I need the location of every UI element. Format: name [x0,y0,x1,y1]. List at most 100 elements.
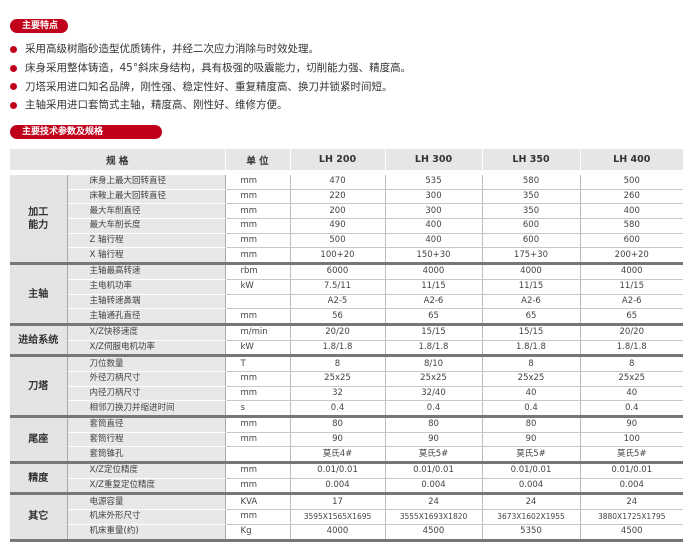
param-unit: mm [225,171,291,190]
param-value: 8 [290,354,386,372]
param-value: 4000 [290,524,386,542]
param-value: 8/10 [385,354,483,372]
param-name: 套筒行程 [67,432,226,448]
param-value: 200 [290,203,386,220]
param-unit: mm [225,233,291,249]
param-value: 20/20 [580,322,683,341]
param-value: 80 [290,415,386,433]
param-value: 535 [385,171,483,190]
group-label: 其它 [10,492,68,542]
param-unit [225,446,291,464]
param-unit: KVA [225,492,291,511]
specs-title: 主要技术参数及规格 [10,125,162,139]
table-row: 主电机功率 kW 7.5/11 11/15 11/15 11/15 [10,279,683,295]
param-name: 内径刀柄尺寸 [67,386,226,402]
param-value: 90 [290,432,386,448]
table-row: 精度 X/Z定位精度 mm 0.01/0.01 0.01/0.01 0.01/0.01 0.… [10,461,683,494]
param-value: 80 [385,415,483,433]
param-name: 最大车削长度 [67,218,226,234]
header-model: LH 200 [290,149,386,175]
table-row: 最大车削长度 mm 490 400 600 580 [10,218,683,234]
param-value: 470 [290,171,386,190]
param-value: A2-6 [580,294,683,310]
param-value: 400 [580,203,683,220]
param-value: 20/20 [290,322,386,341]
param-value: 0.4 [385,400,483,417]
param-name: 主轴通孔直径 [67,308,226,325]
param-name: 主轴最高转速 [67,262,226,280]
param-value: 100 [580,432,683,448]
param-unit: kW [225,279,291,295]
param-name: 外径刀柄尺寸 [67,371,226,387]
param-value: 600 [482,233,581,249]
param-value: 400 [385,218,483,234]
param-value: 100+20 [290,247,386,265]
param-value: 15/15 [482,322,581,341]
table-row: 套筒行程 mm 90 90 90 100 [10,432,683,448]
param-value: 3880X1725X1795 [580,509,683,525]
param-unit [225,294,291,310]
param-value: 260 [580,189,683,205]
param-value: 莫氏5# [482,446,581,464]
param-value: 56 [290,308,386,325]
table-row: 床鞍上最大回转直径 mm 220 300 350 260 [10,189,683,205]
spec-table: 规 格 单 位 LH 200 LH 300 LH 350 LH 400 加工 能… [10,149,683,542]
param-name: 电源容量 [67,492,226,511]
param-name: X/Z重复定位精度 [67,478,226,495]
param-value: 90 [385,432,483,448]
feature-item: 刀塔采用进口知名品牌，刚性强、稳定性好、重复精度高、换刀并锁紧时间短。 [10,77,411,96]
param-value: 4500 [580,524,683,542]
param-value: 11/15 [482,279,581,295]
feature-list: 采用高级树脂砂造型优质铸件，并经二次应力消除与时效处理。 床身采用整体铸造，45… [10,40,411,115]
bullet-icon [10,64,17,72]
param-name: 套筒锥孔 [67,446,226,464]
param-name: Z 轴行程 [67,233,226,249]
param-unit: mm [225,415,291,433]
param-value: 0.01/0.01 [290,461,386,479]
param-value: 500 [290,233,386,249]
table-row: 内径刀柄尺寸 mm 32 32/40 40 40 [10,386,683,402]
header-unit: 单 位 [225,149,291,175]
param-value: 300 [385,189,483,205]
param-unit: m/min [225,322,291,341]
group-label: 尾座 [10,414,68,463]
param-value: 4000 [580,262,683,280]
param-value: A2-5 [290,294,386,310]
param-value: 0.004 [385,478,483,495]
param-value: 24 [482,492,581,511]
param-value: 175+30 [482,247,581,265]
param-value: 32/40 [385,386,483,402]
bullet-icon [10,101,17,109]
table-row: X/Z伺服电机功率 kW 1.8/1.8 1.8/1.8 1.8/1.8 1.8/1.8 [10,340,683,357]
param-name: 相邻刀换刀并缩进时间 [67,400,226,417]
param-value: 24 [385,492,483,511]
param-unit: mm [225,461,291,479]
param-value: 490 [290,218,386,234]
group-label: 加工 能力 [10,170,68,264]
param-value: 80 [482,415,581,433]
param-value: 1.8/1.8 [482,340,581,357]
header-spec: 规 格 [10,149,226,175]
table-row: 主轴通孔直径 mm 56 65 65 65 [10,308,683,325]
param-value: 25x25 [482,371,581,387]
param-value: 40 [482,386,581,402]
param-name: 刀位数量 [67,354,226,372]
table-row: 套筒锥孔 莫氏4# 莫氏5# 莫氏5# 莫氏5# [10,446,683,464]
param-value: 4000 [482,262,581,280]
param-name: 床鞍上最大回转直径 [67,189,226,205]
param-value: 25x25 [290,371,386,387]
param-name: 套筒直径 [67,415,226,433]
param-value: 500 [580,171,683,190]
param-value: 6000 [290,262,386,280]
param-value: 220 [290,189,386,205]
param-unit: rbm [225,262,291,280]
param-unit: kW [225,340,291,357]
param-value: 4000 [385,262,483,280]
param-value: 350 [482,203,581,220]
param-value: 400 [385,233,483,249]
param-value: 0.4 [580,400,683,417]
table-row: 加工 能力 床身上最大回转直径 mm 470 535 580 500 [10,170,683,264]
param-value: 1.8/1.8 [290,340,386,357]
table-row: X/Z重复定位精度 mm 0.004 0.004 0.004 0.004 [10,478,683,495]
table-row: 机床外形尺寸 mm 3595X1565X1695 3555X1693X1820 3673… [10,509,683,525]
